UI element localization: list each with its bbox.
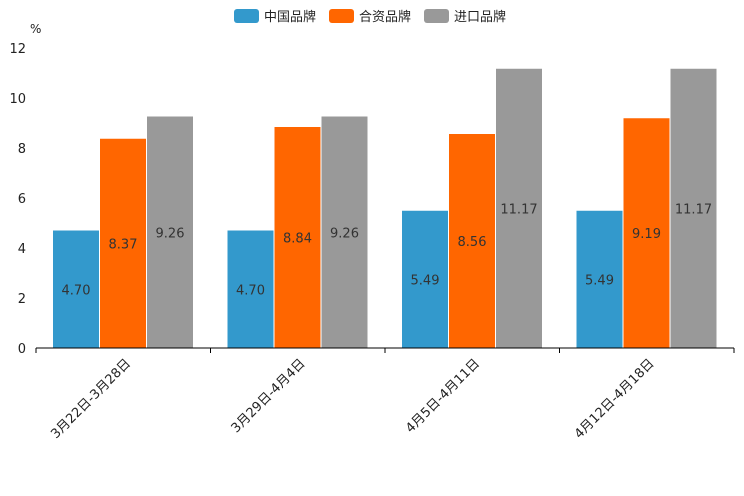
legend-label: 合资品牌 xyxy=(359,9,411,25)
data-label: 4.70 xyxy=(236,283,265,298)
bar xyxy=(321,116,368,348)
bar xyxy=(147,116,193,348)
data-label: 11.17 xyxy=(675,202,712,217)
x-axis: 3月22日-3月28日 3月29日-4月4日 4月5日-4月11日 4月12日-4月1… xyxy=(35,348,735,442)
bar xyxy=(496,68,542,348)
data-label: 9.19 xyxy=(632,227,661,242)
legend-label: 中国品牌 xyxy=(264,9,316,25)
x-tick-label: 3月22日-3月28日 xyxy=(48,356,134,442)
bar xyxy=(53,230,99,348)
y-tick-label: 0 xyxy=(18,342,26,357)
data-labels: 4.70 8.37 9.26 4.70 8.84 9.26 5.49 8.56 11.17 5.4… xyxy=(62,202,713,298)
y-tick-label: 12 xyxy=(9,42,26,57)
bar xyxy=(274,127,321,348)
bar xyxy=(576,210,623,348)
bar xyxy=(402,210,448,348)
y-axis-unit-label: % xyxy=(30,22,41,36)
bar xyxy=(670,68,717,348)
legend-swatch xyxy=(329,9,354,23)
x-tick-label: 4月5日-4月11日 xyxy=(403,356,483,436)
data-label: 8.37 xyxy=(109,237,138,252)
bar xyxy=(227,230,274,348)
y-axis: 0 2 4 6 8 10 12 xyxy=(9,42,26,357)
bar xyxy=(623,118,670,348)
data-label: 9.26 xyxy=(156,226,185,241)
legend-label: 进口品牌 xyxy=(454,9,506,25)
data-label: 8.56 xyxy=(458,235,487,250)
legend: 中国品牌 合资品牌 进口品牌 xyxy=(234,9,506,25)
data-label: 5.49 xyxy=(585,273,614,288)
y-tick-label: 2 xyxy=(18,292,26,307)
data-label: 8.84 xyxy=(283,232,312,247)
y-tick-label: 10 xyxy=(9,92,26,107)
x-tick-label: 4月12日-4月18日 xyxy=(572,356,658,442)
y-tick-label: 6 xyxy=(18,192,26,207)
bar xyxy=(100,138,146,348)
plot-area xyxy=(53,68,717,348)
legend-swatch xyxy=(234,9,259,23)
data-label: 5.49 xyxy=(411,273,440,288)
legend-swatch xyxy=(424,9,449,23)
bar xyxy=(449,134,495,348)
data-label: 9.26 xyxy=(330,226,359,241)
y-tick-label: 4 xyxy=(18,242,26,257)
data-label: 4.70 xyxy=(62,283,91,298)
data-label: 11.17 xyxy=(500,202,537,217)
y-tick-label: 8 xyxy=(18,142,26,157)
x-tick-label: 3月29日-4月4日 xyxy=(229,356,309,436)
